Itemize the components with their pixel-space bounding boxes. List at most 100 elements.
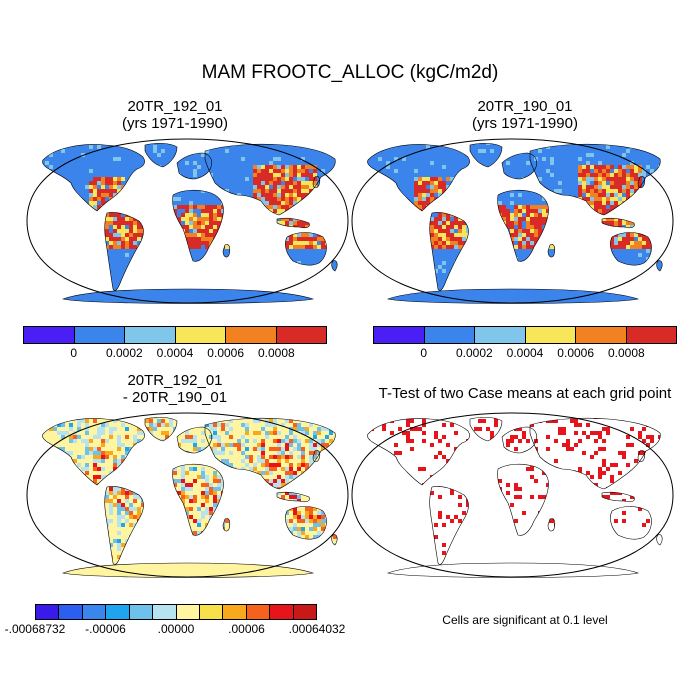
coastline [469,142,503,168]
colorbar-swatch [525,327,576,343]
coastline [204,143,336,216]
colorbar-tick-label: 0 [70,346,77,360]
map-border [26,412,349,578]
map-border [351,138,674,304]
coastline [42,144,145,212]
colorbar-swatch [246,605,271,619]
coastline [367,418,470,486]
coastline [547,518,556,532]
map-panel-4 [351,412,674,578]
coastline [429,212,469,291]
colorbar-swatch [475,327,526,343]
coastline [497,463,549,536]
coastline [172,463,224,536]
coastline [601,217,635,229]
coastline [144,416,178,442]
panel-1-title: 20TR_192_01 (yrs 1971-1990) [25,98,325,132]
panel-2-title-line2: (yrs 1971-1990) [472,115,578,132]
coastline [42,418,145,486]
colorbar-swatch [199,605,224,619]
colorbar-swatch [125,327,176,343]
figure-title: MAM FROOTC_ALLOC (kgC/m2d) [201,62,499,83]
colorbar-tick-label: 0.0006 [557,346,595,360]
colorbar-tick-label: 0.0008 [607,346,645,360]
coastline [331,260,338,272]
coastline [104,212,144,291]
colorbar-swatch [59,605,83,619]
coastline [276,491,310,503]
panel-2-title: 20TR_190_01 (yrs 1971-1990) [375,98,675,132]
coastline [601,491,635,503]
panel-4-title: T-Test of two Case means at each grid po… [355,385,695,402]
colorbar-tick-label: 0.0004 [506,346,544,360]
panel-3-title: 20TR_192_01 - 20TR_190_01 [25,372,325,406]
colorbar-swatch [74,327,125,343]
colorbar-tick-label: 0 [420,346,427,360]
coastline [204,417,336,490]
coastline [610,232,652,266]
colorbar-tick-label: 0.0004 [156,346,194,360]
panel-1-title-line1: 20TR_192_01 [127,98,223,115]
colorbar-swatch [82,605,107,619]
panel-1-title-line2: (yrs 1971-1990) [122,115,228,132]
coastline [222,518,231,532]
colorbar-swatch [626,327,676,343]
colorbar-diff [35,604,317,620]
coastline [610,506,652,540]
colorbar-swatch [36,605,60,619]
map-panel-1 [26,138,349,304]
colorbar-swatch [153,605,177,619]
significance-note: Cells are significant at 0.1 level [442,613,608,627]
colorbar-tick-label: 0.0008 [257,346,295,360]
colorbar-swatch [176,605,200,619]
colorbar-panel-2 [373,326,677,344]
colorbar-tick-label: 0.0002 [455,346,493,360]
coastline [172,189,224,262]
colorbar-swatch [129,605,154,619]
map-panel-3 [26,412,349,578]
coastline [312,176,321,189]
coastline [144,142,178,168]
coastline [429,486,469,565]
panel-4-title-line1: T-Test of two Case means at each grid po… [378,385,672,402]
colorbar-tick-label: .00000 [157,622,195,636]
coastline [285,232,327,266]
colorbar-tick-label: .00006 [228,622,265,636]
coastline [386,288,640,304]
coastline [469,416,503,442]
coastline [367,144,470,212]
colorbar-swatch [24,327,75,343]
colorbar-panel-1 [23,326,327,344]
coastline [61,562,315,578]
colorbar-swatch [424,327,475,343]
colorbar-swatch [226,327,277,343]
coastline [529,417,661,490]
colorbar-tick-label: -.00068732 [4,622,66,636]
coastline [285,506,327,540]
coastline [276,217,310,229]
colorbar-swatch [576,327,627,343]
colorbar-swatch [374,327,425,343]
coastline [656,260,663,272]
coastline [497,189,549,262]
colorbar-tick-label: 0.0006 [207,346,245,360]
coastline [637,450,646,463]
coastline [501,426,538,454]
coastline [222,244,231,258]
map-border [351,412,674,578]
coastline [656,534,663,546]
coastline [176,426,213,454]
colorbar-swatch [223,605,247,619]
coastline [547,244,556,258]
colorbar-swatch [175,327,226,343]
coastline [331,534,338,546]
colorbar-swatch [270,605,294,619]
map-border [26,138,349,304]
coastline [104,486,144,565]
colorbar-swatch [106,605,130,619]
colorbar-tick-label: 0.0002 [105,346,143,360]
coastline [386,562,640,578]
map-panel-2 [351,138,674,304]
coastline [61,288,315,304]
colorbar-tick-label: .00064032 [288,622,346,636]
